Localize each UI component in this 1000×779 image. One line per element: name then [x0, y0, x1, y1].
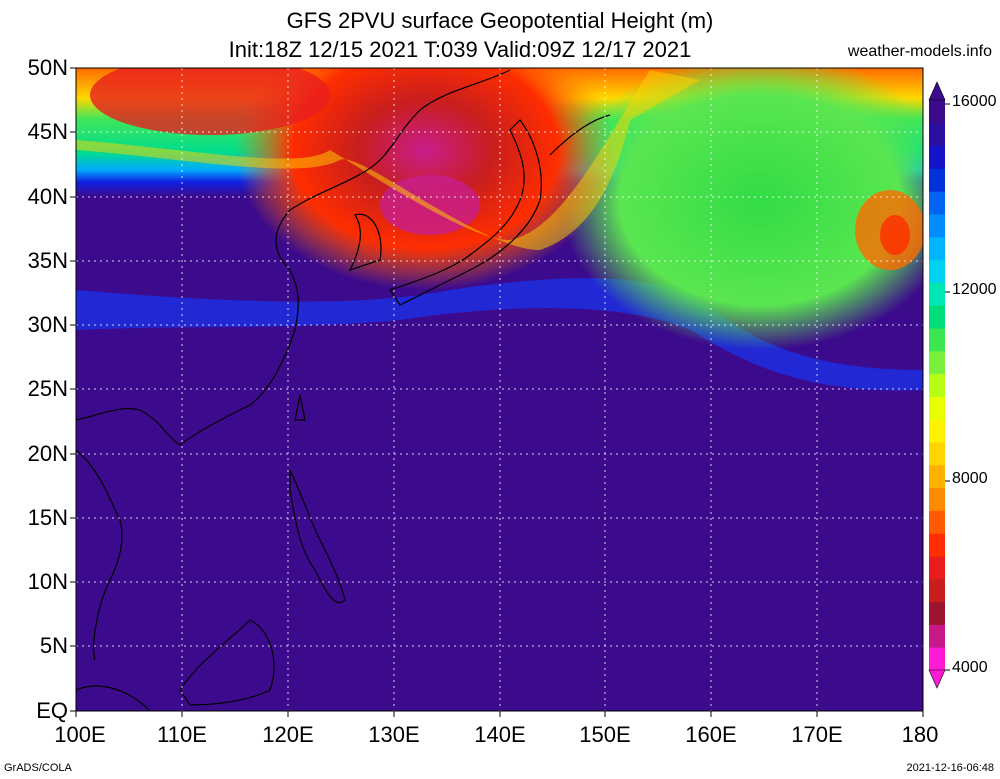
jet-band [76, 278, 923, 391]
colorbar-swatch [929, 578, 945, 603]
japan-coast [389, 119, 542, 306]
colorbar-swatch [929, 464, 945, 489]
colorbar-swatch [929, 168, 945, 192]
sumatra-coast [76, 685, 151, 711]
colorbar-label: 8000 [952, 470, 988, 487]
lon-label: 110E [157, 722, 207, 747]
borneo-coast [179, 619, 275, 706]
colorbar-swatch [929, 282, 945, 306]
footer-timestamp: 2021-12-16-06:48 [906, 762, 994, 774]
yellow-band [76, 70, 700, 250]
lon-label: 100E [54, 722, 106, 747]
colorbar-swatch [929, 533, 945, 557]
colorbar-swatch [929, 396, 945, 420]
colorbar-swatch [929, 647, 945, 671]
lat-label: 20N [27, 441, 68, 466]
colorbar-swatch [929, 122, 945, 147]
indochina-coast [76, 449, 123, 661]
lat-label: 30N [27, 312, 68, 337]
colorbar [928, 81, 950, 689]
taiwan-coast [294, 394, 306, 421]
colorbar-min-arrow [928, 669, 946, 689]
lat-label: 50N [27, 55, 68, 80]
axis-ticks [70, 67, 924, 717]
lon-label: 170E [791, 722, 843, 747]
chart-subtitle: Init:18Z 12/15 2021 T:039 Valid:09Z 12/1… [228, 37, 692, 62]
colorbar-swatch [929, 214, 945, 238]
colorbar-swatch [929, 487, 945, 511]
asia-coast [76, 69, 511, 446]
lon-label: 140E [474, 722, 526, 747]
source-label: weather-models.info [847, 43, 992, 60]
colorbar-swatch [929, 419, 945, 443]
colorbar-label: 16000 [952, 93, 997, 110]
colorbar-swatch [929, 442, 945, 466]
colorbar-swatch [929, 328, 945, 352]
footer-left: GrADS/COLA [4, 762, 72, 774]
lon-label: 130E [368, 722, 420, 747]
korea-coast [348, 213, 382, 272]
philippines-coast [289, 469, 346, 604]
field-plot [76, 68, 923, 711]
colorbar-swatch [929, 305, 945, 329]
kuril-coast [549, 114, 611, 156]
lat-label: 10N [27, 569, 68, 594]
coastlines [76, 69, 611, 711]
colorbar-label: 4000 [952, 659, 988, 676]
lon-label: 150E [579, 722, 631, 747]
colorbar-swatch [929, 373, 945, 397]
chart-title: GFS 2PVU surface Geopotential Height (m) [286, 8, 714, 33]
colorbar-max-arrow [928, 81, 946, 101]
colorbar-swatch [929, 556, 945, 580]
lat-label: 25N [27, 376, 68, 401]
east-red-patch [880, 215, 910, 255]
lon-label: 160E [685, 722, 737, 747]
lat-label: 40N [27, 184, 68, 209]
lat-label: EQ [36, 698, 68, 723]
lat-label: 35N [27, 248, 68, 273]
lon-label: 120E [262, 722, 314, 747]
graticule [76, 68, 923, 711]
colorbar-label: 12000 [952, 281, 997, 298]
colorbar-swatch [929, 236, 945, 261]
colorbar-swatch [929, 601, 945, 625]
colorbar-swatch [929, 624, 945, 648]
lat-label: 15N [27, 505, 68, 530]
colorbar-swatch [929, 100, 945, 124]
colorbar-swatch [929, 145, 945, 169]
lat-label: 45N [27, 119, 68, 144]
colorbar-swatch [929, 350, 945, 375]
colorbar-swatch [929, 510, 945, 534]
north-red-band [90, 68, 330, 135]
lat-label: 5N [39, 633, 68, 658]
colorbar-swatch [929, 191, 945, 215]
colorbar-swatch [929, 259, 945, 283]
lon-label: 180 [901, 722, 939, 747]
ridge-area [560, 68, 923, 350]
